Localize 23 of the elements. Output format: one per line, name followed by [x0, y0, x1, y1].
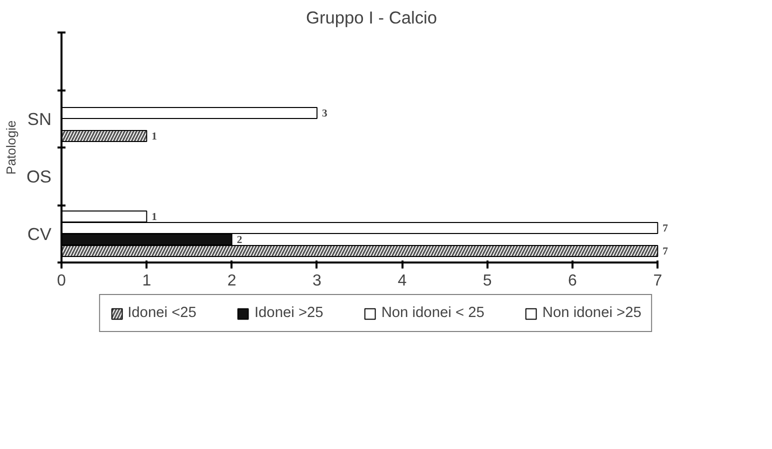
y-tick-label: OS: [26, 166, 52, 186]
chart-title: Gruppo I - Calcio: [306, 8, 437, 28]
y-tick-label: SN: [27, 108, 52, 129]
data-label: 7: [662, 246, 669, 258]
x-tick-label: 5: [482, 272, 492, 290]
x-tick-label: 3: [312, 272, 322, 290]
legend-label: Non idonei < 25: [381, 305, 484, 321]
data-label: 1: [152, 212, 157, 223]
data-label: 7: [662, 224, 669, 234]
legend-label: Idonei <25: [128, 305, 196, 321]
data-label: 3: [322, 108, 328, 120]
legend-label: Non idonei >25: [542, 305, 642, 321]
y-tick-label: CV: [27, 224, 52, 244]
legend-label: Idonei >25: [254, 305, 324, 321]
x-tick-label: 6: [568, 272, 578, 290]
x-tick-label: 1: [142, 272, 152, 290]
x-tick-label: 2: [227, 272, 236, 290]
data-label: 2: [236, 235, 242, 246]
y-axis-title: Patologie: [3, 120, 18, 175]
data-label: 1: [152, 132, 157, 142]
x-tick-label: 4: [398, 272, 407, 290]
x-tick-label: 7: [653, 272, 662, 290]
x-tick-label: 0: [57, 272, 66, 290]
